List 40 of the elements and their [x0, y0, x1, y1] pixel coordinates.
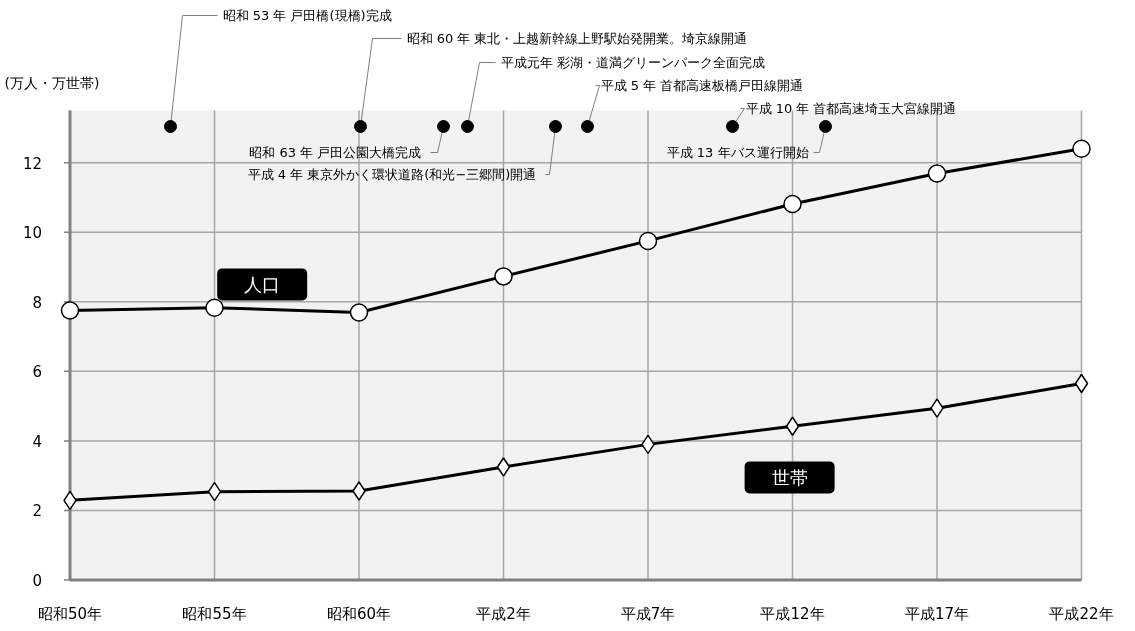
point — [1074, 373, 1089, 394]
x-tick-label: 平成17年 — [904, 604, 970, 623]
text: 平成 5 年 首都高速板橋戸田線開通 — [600, 78, 804, 93]
x-tick-label: 平成12年 — [760, 604, 825, 623]
x-tick-label: 昭和50年 — [37, 604, 103, 623]
y-axis-title: (万人・万世帯) — [4, 74, 100, 91]
text: 昭和 53 年 戸田橋(現橋)完成 — [222, 8, 392, 23]
point — [205, 298, 224, 317]
point — [638, 231, 658, 251]
series-label: 人口 — [244, 273, 281, 295]
y-tick-label: 4 — [32, 432, 42, 451]
x-tick-label: 平成2年 — [476, 604, 531, 623]
x-tick-label: 昭和60年 — [326, 604, 392, 623]
x-tick-label: 平成7年 — [620, 604, 676, 623]
y-tick-label: 12 — [22, 154, 43, 173]
x-tick-label: 昭和55年 — [182, 604, 247, 623]
y-tick-label: 6 — [32, 363, 42, 382]
x-tick-label: 平成22年 — [1049, 604, 1114, 623]
annotation: 平成 10 年 首都高速埼玉大宮線開通 — [745, 101, 957, 116]
point — [783, 194, 802, 214]
point — [496, 457, 511, 477]
y-tick-label: 0 — [32, 572, 42, 590]
y-tick-label: 2 — [32, 502, 42, 521]
y-tick-label: 10 — [22, 224, 43, 243]
point — [785, 416, 800, 437]
point — [1072, 139, 1091, 158]
point — [352, 481, 366, 501]
point — [494, 267, 513, 286]
annotation: 平成 4 年 東京外かく環状道路(和光−三郷間)開通 — [247, 167, 537, 182]
point — [60, 301, 80, 320]
text: 平成元年 彩湖・道満グリーンパーク全面完成 — [500, 55, 765, 70]
series-label: 世帯 — [771, 466, 808, 488]
y-tick-label: 8 — [32, 293, 42, 312]
point — [349, 303, 369, 322]
annotation: 昭和 63 年 戸田公園大橋完成 — [249, 145, 422, 160]
annotation: 平成 13 年バス運行開始 — [666, 145, 809, 160]
point — [207, 481, 222, 502]
point — [930, 398, 944, 418]
point — [927, 164, 947, 183]
text: 昭和 60 年 東北・上越新幹線上野駅始発開業。埼京線開通 — [406, 31, 748, 46]
